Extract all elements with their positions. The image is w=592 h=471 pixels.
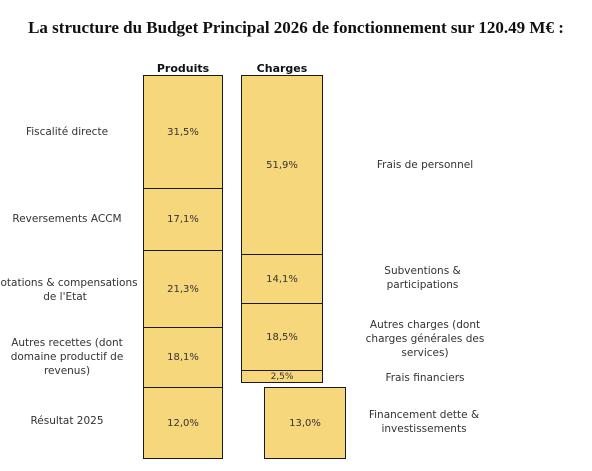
produits-bar-autres-recettes: 18,1%	[143, 327, 223, 388]
charges-bar-personnel: 51,9%	[241, 75, 323, 255]
label-personnel: Frais de personnel	[376, 159, 474, 171]
label-autres-charges: Autres charges (dont charges générales d…	[365, 319, 485, 359]
produits-value-autres-recettes: 18,1%	[167, 352, 199, 363]
produits-bar-reversements: 17,1%	[143, 188, 223, 251]
label-subventions: Subventions & participations	[384, 265, 461, 291]
produits-value-dotations: 21,3%	[167, 283, 199, 295]
charges-value-autres-charges: 18,5%	[266, 331, 298, 343]
charges-header: Charges	[256, 62, 308, 75]
charges-bar-financement: 13,0%	[264, 387, 346, 459]
label-resultat: Résultat 2025	[30, 415, 104, 427]
label-fiscalite: Fiscalité directe	[25, 126, 109, 138]
label-dotations: Dotations & compensations de l'Etat	[0, 277, 138, 303]
produits-header: Produits	[156, 62, 210, 75]
page-title: La structure du Budget Principal 2026 de…	[28, 18, 564, 37]
label-autres-recettes: Autres recettes (dont domaine productif …	[10, 337, 124, 377]
produits-value-fiscalite: 31,5%	[167, 126, 199, 138]
produits-bar-fiscalite: 31,5%	[143, 75, 223, 189]
label-reversements: Reversements ACCM	[12, 213, 122, 225]
charges-value-personnel: 51,9%	[266, 159, 298, 171]
produits-value-reversements: 17,1%	[167, 214, 199, 225]
charges-bar-subventions: 14,1%	[241, 254, 323, 304]
label-frais-financiers: Frais financiers	[385, 372, 465, 384]
produits-bar-dotations: 21,3%	[143, 250, 223, 328]
produits-bar-resultat: 12,0%	[143, 387, 223, 459]
produits-value-resultat: 12,0%	[167, 417, 199, 429]
charges-value-frais-financiers: 2,5%	[270, 371, 294, 382]
label-financement: Financement dette & investissements	[368, 409, 480, 435]
charges-bar-autres-charges: 18,5%	[241, 303, 323, 371]
charges-value-subventions: 14,1%	[266, 273, 298, 285]
charges-value-financement: 13,0%	[289, 417, 321, 429]
charges-bar-frais-financiers: 2,5%	[241, 370, 323, 383]
